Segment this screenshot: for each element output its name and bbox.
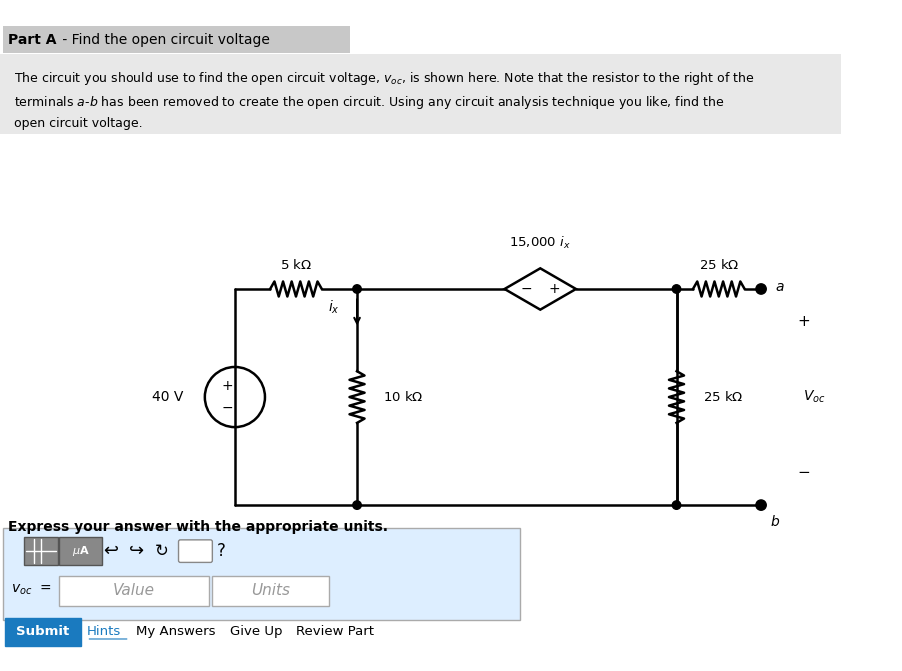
Text: $v_{oc}$  =: $v_{oc}$ = <box>11 582 52 597</box>
Text: ↻: ↻ <box>154 542 169 560</box>
Text: ↩: ↩ <box>103 542 118 560</box>
Text: +: + <box>548 282 559 296</box>
Text: Give Up: Give Up <box>230 625 282 638</box>
Text: - Find the open circuit voltage: - Find the open circuit voltage <box>59 32 270 46</box>
Text: My Answers: My Answers <box>136 625 216 638</box>
Text: 25 k$\Omega$: 25 k$\Omega$ <box>698 258 738 272</box>
Text: 15,000 $i_x$: 15,000 $i_x$ <box>509 236 571 252</box>
Text: ?: ? <box>216 542 225 560</box>
Circle shape <box>755 284 766 294</box>
Text: 40 V: 40 V <box>152 390 183 404</box>
Text: +: + <box>221 378 233 393</box>
Text: 10 k$\Omega$: 10 k$\Omega$ <box>383 390 423 404</box>
Text: Units: Units <box>251 583 290 598</box>
FancyBboxPatch shape <box>179 540 212 562</box>
Text: Value: Value <box>112 583 154 598</box>
FancyBboxPatch shape <box>212 576 328 606</box>
Text: 5 k$\Omega$: 5 k$\Omega$ <box>280 258 311 272</box>
Text: −: − <box>520 282 531 296</box>
Circle shape <box>353 501 361 509</box>
Text: −: − <box>221 401 233 415</box>
FancyBboxPatch shape <box>0 54 840 134</box>
Circle shape <box>671 501 680 509</box>
Circle shape <box>353 285 361 293</box>
Text: 25 k$\Omega$: 25 k$\Omega$ <box>702 390 742 404</box>
Text: Express your answer with the appropriate units.: Express your answer with the appropriate… <box>7 520 387 533</box>
Circle shape <box>755 500 766 510</box>
Text: ↪: ↪ <box>129 542 143 560</box>
Text: +: + <box>796 315 809 329</box>
FancyBboxPatch shape <box>3 527 519 620</box>
FancyBboxPatch shape <box>0 20 848 54</box>
Text: Hints: Hints <box>87 625 121 638</box>
Text: The circuit you should use to find the open circuit voltage, $v_{oc}$, is shown : The circuit you should use to find the o… <box>14 70 754 130</box>
Text: Part A: Part A <box>7 32 56 46</box>
FancyBboxPatch shape <box>60 537 102 565</box>
Circle shape <box>671 285 680 293</box>
Text: Review Part: Review Part <box>296 625 373 638</box>
Text: Submit: Submit <box>16 625 69 638</box>
FancyBboxPatch shape <box>5 618 80 646</box>
Text: a: a <box>774 280 783 294</box>
Text: b: b <box>769 515 778 529</box>
FancyBboxPatch shape <box>24 537 59 565</box>
FancyBboxPatch shape <box>60 576 208 606</box>
Text: $i_x$: $i_x$ <box>328 298 340 315</box>
Text: −: − <box>796 465 809 480</box>
Text: $V_{oc}$: $V_{oc}$ <box>803 389 825 405</box>
Text: $\mu$A: $\mu$A <box>72 544 89 558</box>
FancyBboxPatch shape <box>3 26 349 53</box>
